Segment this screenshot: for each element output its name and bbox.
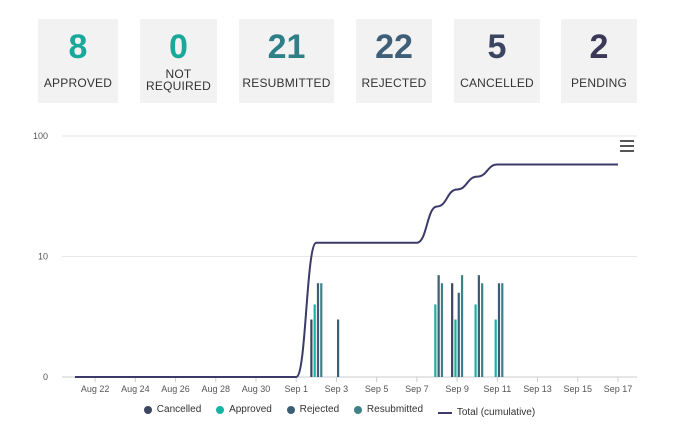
bar-resubmitted [481, 283, 484, 377]
legend-item-total[interactable]: Total (cumulative) [437, 407, 536, 419]
y-tick-label: 10 [38, 252, 48, 262]
x-tick-label: Sep 17 [604, 384, 633, 394]
legend-approved-marker [216, 406, 225, 414]
rejected-label: REJECTED [361, 76, 427, 90]
x-tick-label: Aug 26 [161, 384, 190, 394]
legend-resubmitted-label: Resubmitted [366, 404, 424, 415]
legend-rejected-marker [286, 406, 295, 414]
x-tick-label: Aug 30 [242, 384, 271, 394]
bar-approved [434, 304, 437, 377]
not-required-card[interactable]: 0 NOT REQUIRED [140, 19, 217, 103]
legend-cancelled-marker [143, 406, 152, 414]
not-required-label-line1: NOT [165, 67, 192, 81]
total-cumulative-line [74, 163, 618, 379]
bar-resubmitted [440, 283, 444, 377]
bar-rejected [316, 283, 320, 377]
approved-label: APPROVED [43, 76, 113, 90]
x-tick-label: Aug 22 [81, 384, 110, 394]
resubmitted-card[interactable]: 21 RESUBMITTED [239, 19, 334, 103]
pending-label: PENDING [570, 76, 628, 90]
chart-menu-icon[interactable] [620, 140, 634, 152]
bar-resubmitted [460, 275, 464, 377]
cancelled-card[interactable]: 5 CANCELLED [454, 19, 540, 103]
bar-rejected [477, 275, 480, 377]
y-tick-label: 0 [43, 372, 48, 382]
bar-rejected [336, 319, 340, 377]
bar-rejected [497, 283, 501, 377]
bar-resubmitted [501, 283, 504, 377]
legend-item-cancelled[interactable]: Cancelled [143, 404, 202, 416]
legend-total-label: Total (cumulative) [456, 407, 536, 418]
legend-resubmitted-marker [353, 406, 362, 414]
resubmitted-count: 21 [267, 28, 306, 66]
pending-card[interactable]: 2 PENDING [561, 19, 637, 103]
x-tick-label: Sep 11 [483, 384, 511, 394]
x-tick-label: Sep 9 [445, 384, 469, 394]
approved-card[interactable]: 8 APPROVED [38, 19, 118, 103]
legend-cancelled-label: Cancelled [156, 404, 202, 415]
bar-rejected [437, 275, 440, 377]
x-tick-label: Aug 24 [121, 384, 150, 394]
cancelled-label: CANCELLED [460, 76, 534, 90]
rejected-count: 22 [375, 28, 413, 66]
summary-cards: 8 APPROVED 0 NOT REQUIRED 21 RESUBMITTED… [0, 0, 679, 110]
bar-approved [313, 304, 316, 377]
x-tick-label: Aug 28 [202, 384, 231, 394]
x-tick-label: Sep 15 [564, 384, 593, 394]
resubmitted-label: RESUBMITTED [242, 76, 331, 90]
x-tick-label: Sep 1 [284, 384, 308, 394]
x-tick-label: Sep 5 [365, 384, 389, 394]
approved-count: 8 [68, 28, 88, 66]
y-tick-label: 100 [33, 131, 48, 141]
bar-resubmitted [320, 283, 323, 377]
cancelled-count: 5 [487, 28, 507, 66]
legend-item-resubmitted[interactable]: Resubmitted [353, 404, 424, 416]
pending-count: 2 [589, 28, 609, 66]
bar-approved [474, 304, 477, 377]
rejected-card[interactable]: 22 REJECTED [356, 19, 432, 103]
bar-rejected [457, 292, 460, 377]
bar-cancelled [310, 319, 313, 377]
not-required-label-line2: REQUIRED [146, 79, 211, 93]
x-tick-label: Sep 13 [523, 384, 552, 394]
legend-item-approved[interactable]: Approved [216, 404, 272, 416]
chart-legend: Cancelled Approved Rejected Resubmitted … [0, 404, 679, 419]
legend-rejected-label: Rejected [299, 404, 340, 415]
legend-total-marker [437, 412, 452, 414]
legend-approved-label: Approved [229, 404, 272, 415]
activity-chart: 0 10 100 Aug 22 Aug 24 Aug 26 Aug 28 Aug 30 Sep … [33, 131, 637, 394]
not-required-count: 0 [169, 28, 188, 66]
bar-approved [494, 319, 497, 377]
not-required-label: NOT REQUIRED [140, 68, 217, 92]
legend-item-rejected[interactable]: Rejected [286, 404, 340, 416]
bar-cancelled [451, 283, 454, 377]
bar-approved [454, 319, 457, 377]
x-tick-label: Sep 7 [405, 384, 429, 394]
x-tick-label: Sep 3 [325, 384, 349, 394]
